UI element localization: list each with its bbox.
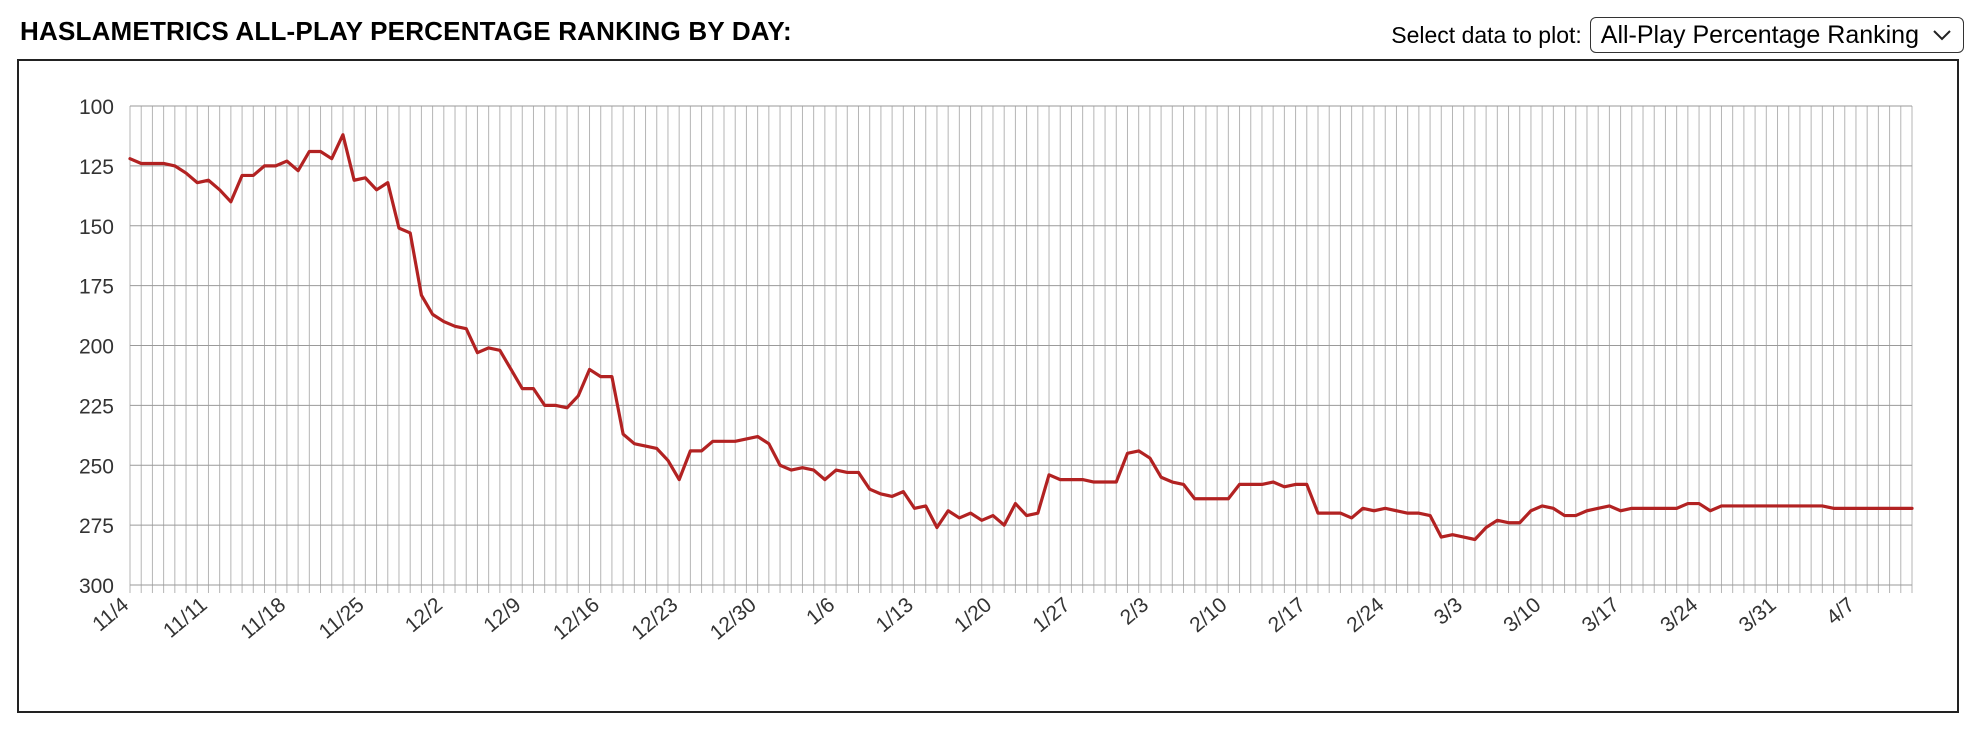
horizontal-gridlines: [130, 105, 1912, 586]
select-value: All-Play Percentage Ranking: [1600, 20, 1919, 49]
data-select-control: Select data to plot: All-Play Percentage…: [1391, 17, 1964, 53]
x-tick-label: 4/7: [1822, 593, 1859, 629]
x-tick-label: 12/2: [401, 593, 447, 637]
y-tick-label: 275: [79, 515, 114, 538]
series-layer: [128, 133, 1914, 542]
y-tick-label: 250: [79, 455, 114, 478]
x-tick-label: 11/11: [159, 593, 212, 642]
y-tick-label: 100: [79, 96, 114, 119]
x-tick-label: 1/27: [1029, 593, 1075, 637]
x-tick-label: 12/9: [479, 593, 525, 637]
x-tick-label: 2/17: [1264, 593, 1310, 637]
x-tick-label: 3/17: [1578, 593, 1624, 637]
x-tick-label: 1/13: [872, 593, 918, 637]
x-tick-label: 2/3: [1116, 593, 1153, 629]
x-tick-label: 3/24: [1656, 593, 1702, 637]
y-axis-ticks: 100 125 150 175 200 225 250 275 300: [79, 96, 114, 598]
y-tick-label: 225: [79, 395, 114, 418]
y-tick-label: 200: [79, 336, 114, 359]
x-tick-label: 1/20: [950, 593, 996, 637]
x-tick-label: 3/3: [1430, 593, 1467, 629]
chevron-down-icon: [1933, 30, 1951, 41]
x-tick-label: 2/10: [1185, 593, 1231, 637]
page-title: HASLAMETRICS ALL-PLAY PERCENTAGE RANKING…: [20, 16, 792, 46]
x-axis-ticks: 11/4 11/11 11/18 11/25 12/2 12/9 12/16 12/23 12/…: [88, 593, 1859, 645]
y-tick-label: 125: [79, 156, 114, 179]
chart-frame: 100 125 150 175 200 225 250 275 300 11/4 11/11 11/…: [17, 59, 1959, 713]
x-tick-label: 1/6: [802, 593, 839, 629]
x-tick-label: 12/30: [706, 593, 761, 644]
x-tick-label: 3/10: [1499, 593, 1545, 637]
x-tick-label: 11/25: [315, 593, 369, 643]
x-tick-label: 11/18: [236, 593, 290, 643]
y-tick-label: 300: [79, 575, 114, 598]
x-tick-label: 2/24: [1342, 593, 1388, 637]
x-tick-label: 3/31: [1735, 593, 1781, 637]
x-tick-label: 11/4: [88, 593, 133, 636]
y-tick-label: 175: [79, 276, 114, 299]
data-select-dropdown[interactable]: All-Play Percentage Ranking: [1589, 17, 1964, 53]
select-label: Select data to plot:: [1391, 21, 1582, 48]
vertical-gridlines: [129, 106, 1913, 593]
x-tick-label: 12/16: [549, 593, 604, 644]
x-tick-label: 12/23: [627, 593, 682, 644]
y-tick-label: 150: [79, 216, 114, 239]
series-line: [128, 133, 1914, 542]
